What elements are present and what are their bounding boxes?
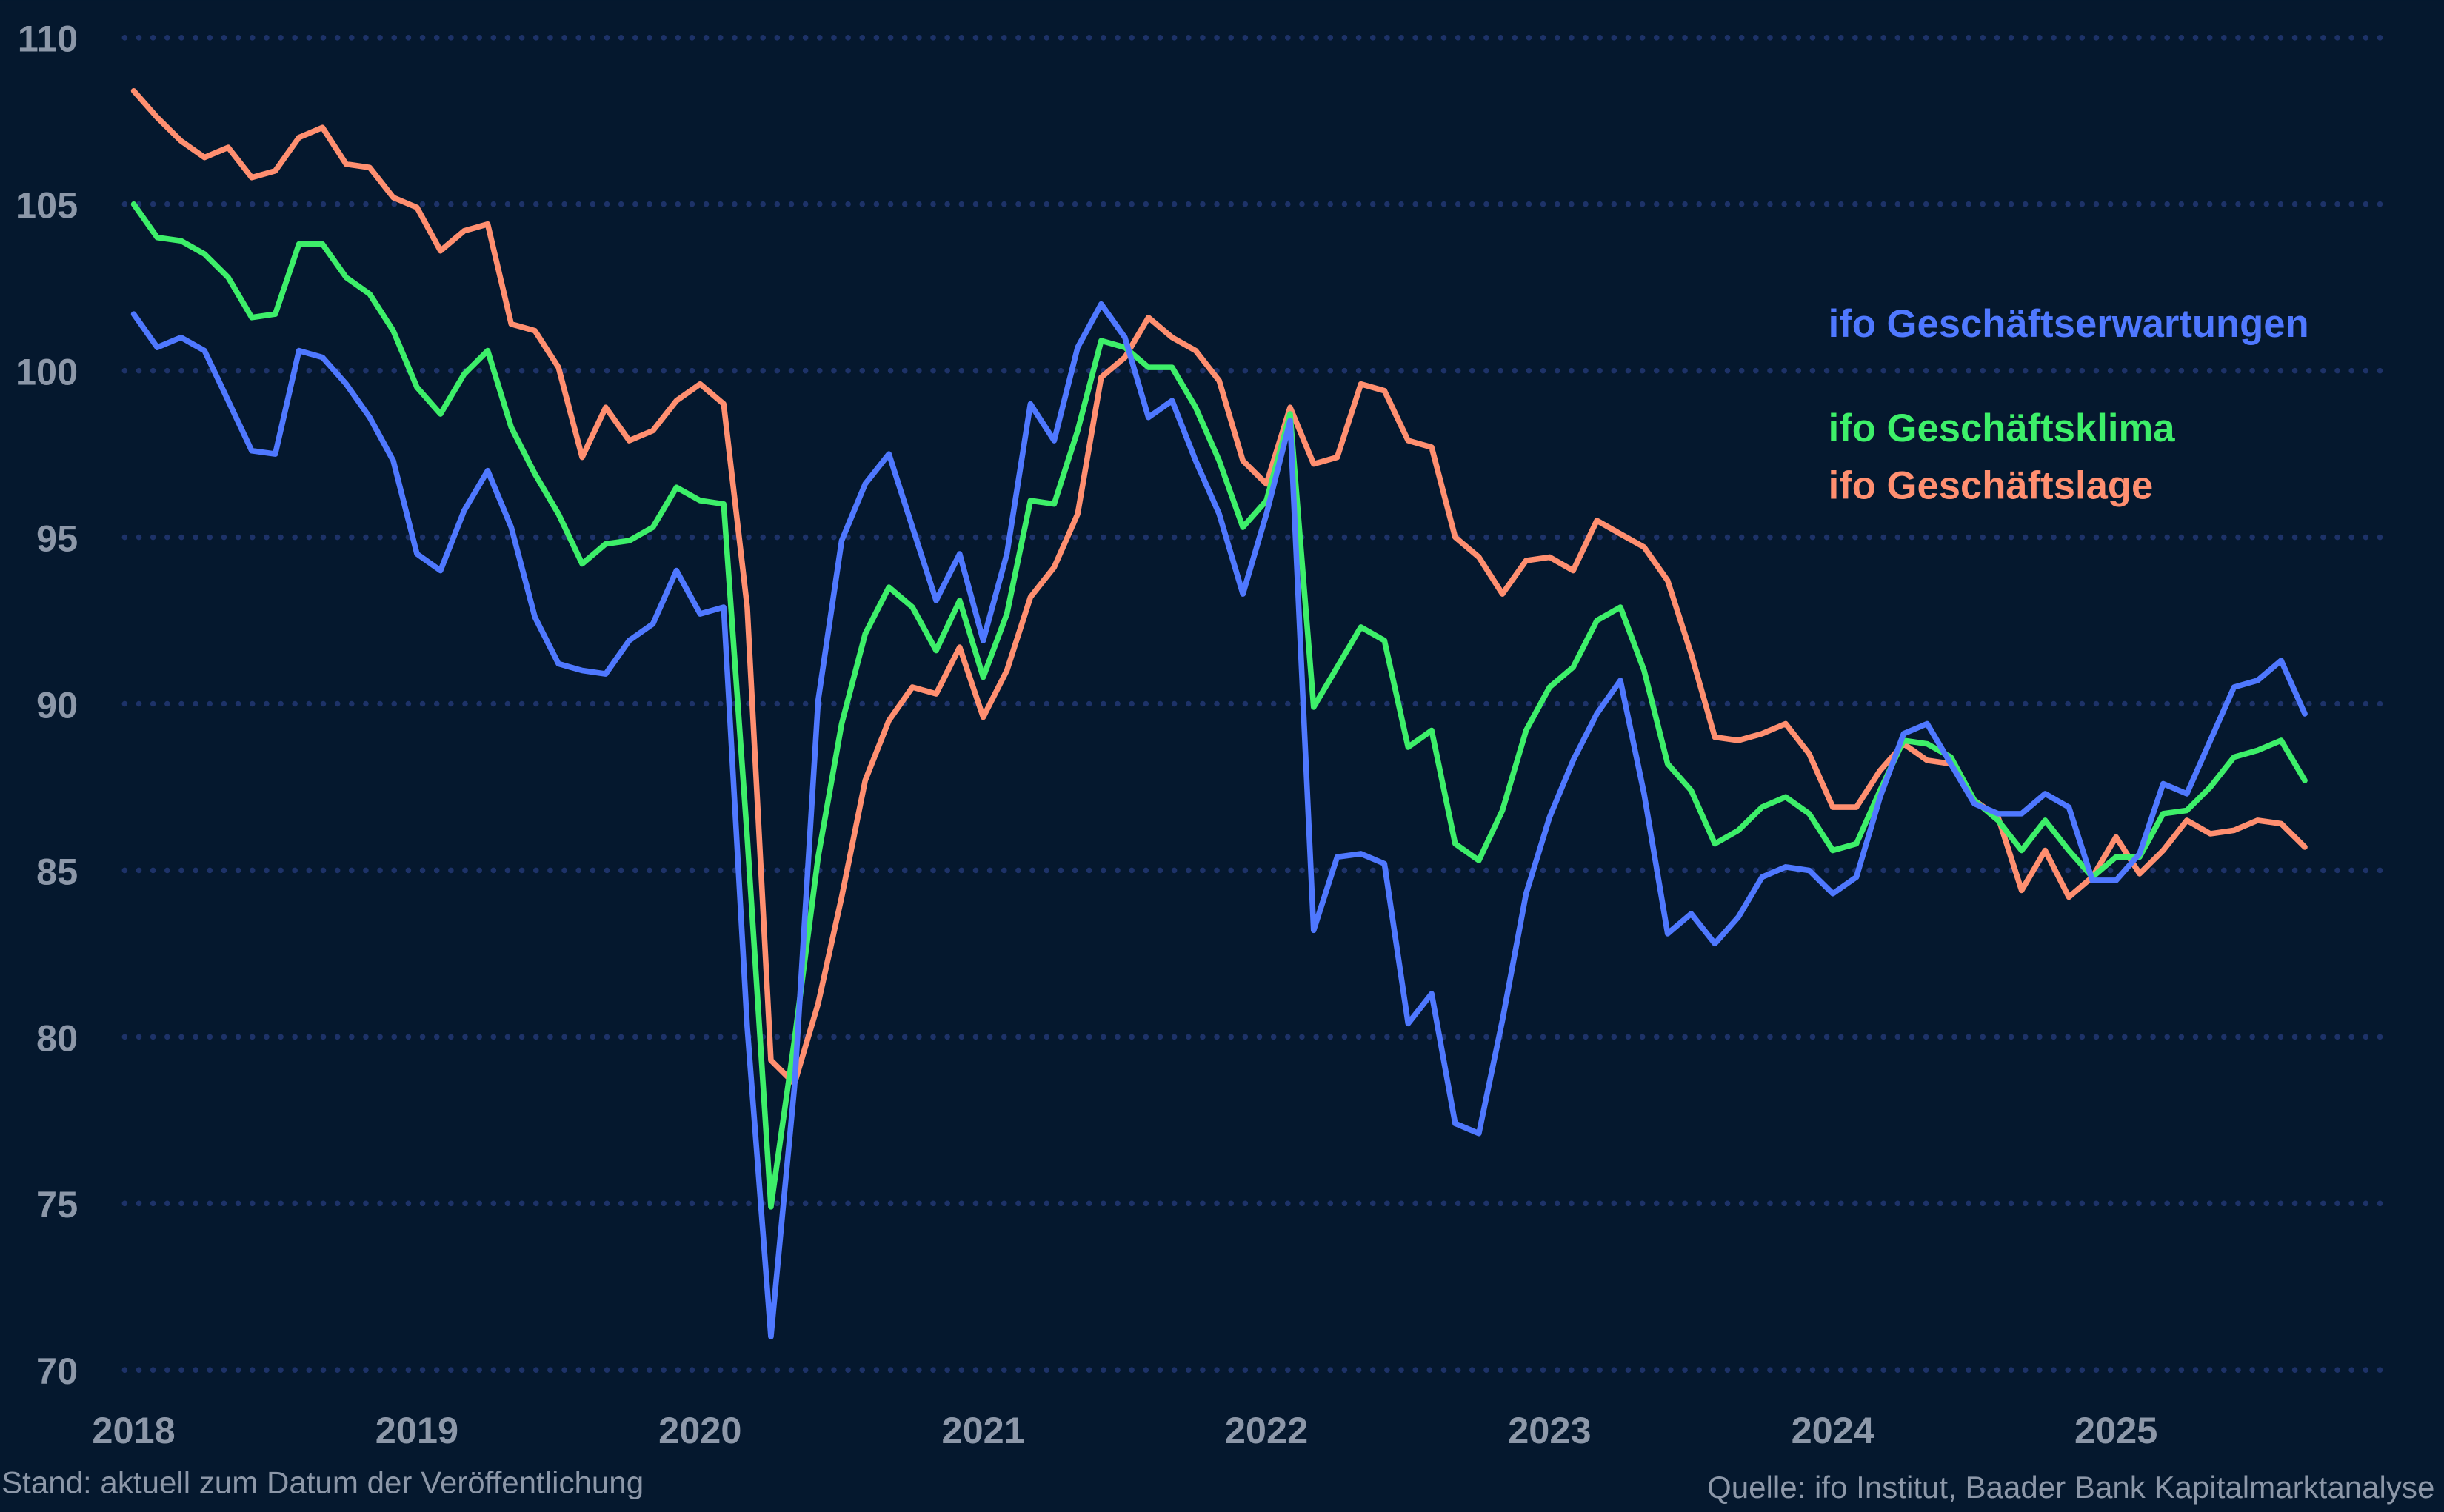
x-tick-label: 2019 [375,1409,458,1451]
x-tick-label: 2020 [658,1409,741,1451]
y-tick-label: 85 [36,850,78,892]
x-tick-label: 2024 [1792,1409,1874,1451]
series-lines [130,87,2308,1339]
x-tick-label: 2022 [1225,1409,1308,1451]
series-line-lage [130,87,2308,1087]
x-tick-label: 2025 [2074,1409,2157,1451]
legend-item-lage: ifo Geschäftslage [1829,464,2154,508]
y-tick-label: 80 [36,1017,78,1059]
y-tick-label: 75 [36,1183,78,1225]
series-line-erwartungen [130,301,2308,1339]
footer-source: Quelle: ifo Institut, Baader Bank Kapita… [1707,1470,2434,1505]
x-axis-ticks: 2018 2019 2020 2021 2022 2023 2024 2025 [92,1409,2157,1451]
x-tick-label: 2023 [1508,1409,1591,1451]
legend-item-erwartungen: ifo Geschäftserwartungen [1829,302,2309,346]
x-tick-label: 2021 [941,1409,1024,1451]
y-tick-label: 95 [36,518,78,560]
footer-note: Stand: aktuell zum Datum der Veröffentli… [1,1465,644,1499]
y-tick-label: 70 [36,1350,78,1392]
legend-item-klima: ifo Geschäftsklima [1829,407,2176,450]
y-tick-label: 110 [18,18,78,60]
y-tick-label: 105 [16,184,78,227]
y-axis-ticks: 110 105 100 95 90 85 80 75 70 [16,18,78,1392]
y-tick-label: 100 [16,351,78,393]
x-tick-label: 2018 [92,1409,175,1451]
legend: ifo Geschäftserwartungen ifo Geschäftskl… [1829,302,2309,508]
y-tick-label: 90 [36,683,78,726]
